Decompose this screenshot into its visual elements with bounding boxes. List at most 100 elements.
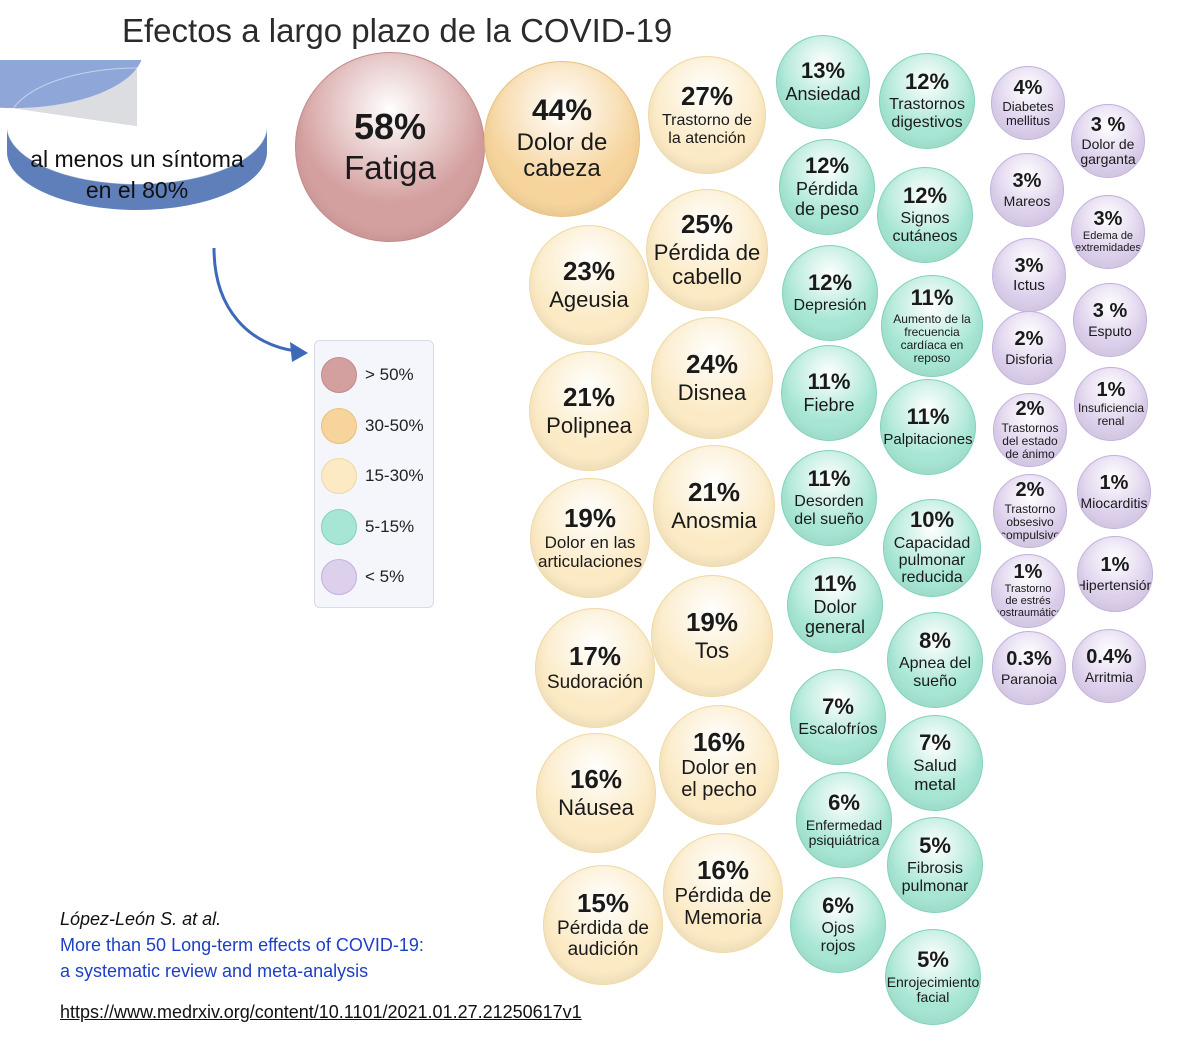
- bubble-percent: 58%: [353, 105, 427, 147]
- bubble-percent: 8%: [919, 628, 951, 654]
- bubble-percent: 5%: [919, 833, 951, 859]
- bubble: 0.3% Paranoia: [992, 631, 1066, 705]
- bubble-percent: 25%: [680, 209, 734, 240]
- bubble-label: Dolor general: [804, 597, 866, 637]
- bubble-percent: 12%: [807, 269, 853, 295]
- bubble: 2% Trastorno obsesivo compulsivo: [993, 474, 1067, 548]
- bubble-percent: 7%: [822, 693, 854, 719]
- bubble-percent: 44%: [531, 93, 593, 127]
- bubble-percent: 13%: [800, 57, 846, 83]
- bubble: 5% Fibrosis pulmonar: [887, 817, 983, 913]
- bubble-label: Disnea: [677, 379, 747, 405]
- summary-label-line1: al menos un síntoma: [30, 146, 244, 172]
- bubble: 11% Fiebre: [781, 345, 877, 441]
- bubble-label: Apnea del sueño: [898, 655, 972, 690]
- legend-swatch: [321, 559, 357, 595]
- bubble: 58% Fatiga: [295, 52, 485, 242]
- bubble-label: Sudoración: [546, 671, 644, 693]
- bubble: 23% Ageusia: [529, 225, 649, 345]
- bubble: 21% Polipnea: [529, 351, 649, 471]
- bubble-label: Diabetes mellitus: [1002, 99, 1054, 129]
- bubble: 3 % Dolor de garganta: [1071, 104, 1145, 178]
- bubble-label: Pérdida de Memoria: [674, 885, 772, 929]
- bubble: 2% Disforia: [992, 311, 1066, 385]
- bubble: 11% Dolor general: [787, 557, 883, 653]
- bubble-label: Ictus: [1013, 277, 1045, 295]
- bubble: 17% Sudoración: [535, 608, 655, 728]
- bubble-percent: 12%: [904, 69, 950, 95]
- bubble-label: Trastorno de la atención: [661, 112, 753, 147]
- bubble-percent: 2%: [1015, 479, 1045, 502]
- bubble-label: Ageusia: [549, 286, 629, 312]
- bubble: 2% Trastornos del estado de ánimo: [993, 393, 1067, 467]
- bubble: 11% Aumento de la frecuencia cardíaca en …: [881, 275, 983, 377]
- bubble: 12% Trastornos digestivos: [879, 53, 975, 149]
- bubble-label: Anosmia: [671, 507, 757, 533]
- bubble-percent: 7%: [919, 729, 951, 755]
- bubble-label: Depresión: [793, 297, 867, 315]
- bubble-percent: 3 %: [1090, 113, 1126, 136]
- bubble-label: Fiebre: [803, 395, 855, 415]
- bubble-percent: 5%: [917, 947, 949, 973]
- bubble-label: Pérdida de cabello: [653, 240, 761, 289]
- legend-item: 5-15%: [321, 507, 414, 547]
- bubble: 13% Ansiedad: [776, 35, 870, 129]
- summary-pie-chart: [0, 60, 268, 210]
- bubble: 15% Pérdida de audición: [543, 865, 663, 985]
- bubble-label: Edema de extremidades: [1074, 230, 1142, 255]
- bubble-percent: 17%: [568, 640, 622, 671]
- bubble: 3% Mareos: [990, 153, 1064, 227]
- bubble: 16% Dolor en el pecho: [659, 705, 779, 825]
- bubble: 12% Depresión: [782, 245, 878, 341]
- bubble-label: Tos: [694, 637, 730, 663]
- bubble-percent: 11%: [813, 570, 857, 596]
- bubble-label: Desorden del sueño: [794, 493, 864, 528]
- legend-swatch: [321, 357, 357, 393]
- bubble-label: Pérdida de audición: [557, 918, 649, 960]
- bubble-percent: 27%: [680, 80, 734, 111]
- legend-swatch: [321, 508, 357, 545]
- bubble-percent: 24%: [685, 349, 739, 380]
- bubble-label: Paranoia: [1000, 670, 1058, 687]
- citation-url[interactable]: https://www.medrxiv.org/content/10.1101/…: [60, 1002, 582, 1022]
- legend: > 50% 30-50% 15-30% 5-15% < 5%: [314, 340, 434, 608]
- bubble: 3 % Esputo: [1073, 283, 1147, 357]
- bubble-label: Polipnea: [546, 412, 632, 438]
- bubble: 24% Disnea: [651, 317, 773, 439]
- citation: López-León S. at al. More than 50 Long-t…: [60, 906, 424, 984]
- legend-item: > 50%: [321, 355, 414, 395]
- arrow-icon: [212, 247, 308, 362]
- bubble-label: Trastorno de estrés postraumático: [993, 583, 1063, 620]
- bubble: 12% Pérdida de peso: [779, 139, 875, 235]
- bubble: 25% Pérdida de cabello: [646, 189, 768, 311]
- bubble-percent: 3%: [1014, 254, 1044, 277]
- bubble-percent: 11%: [910, 285, 954, 311]
- bubble-percent: 10%: [909, 507, 955, 533]
- bubble-percent: 16%: [696, 854, 750, 885]
- bubble-label: Trastorno obsesivo compulsivo: [999, 501, 1061, 542]
- bubble-label: Dolor en las articulaciones: [538, 533, 642, 571]
- bubble-percent: 23%: [562, 256, 616, 287]
- bubble-label: Ojos rojos: [820, 920, 856, 955]
- bubble-percent: 1%: [1100, 554, 1130, 577]
- legend-label: 15-30%: [365, 466, 424, 485]
- bubble-percent: 15%: [576, 887, 630, 918]
- bubble-label: Arritmia: [1084, 668, 1134, 685]
- bubble: 21% Anosmia: [653, 445, 775, 567]
- bubble: 3% Ictus: [992, 238, 1066, 312]
- bubble-percent: 0.3%: [1006, 648, 1052, 671]
- bubble: 1% Insuficiencia renal: [1074, 367, 1148, 441]
- bubble-label: Dolor de garganta: [1080, 136, 1136, 168]
- bubble-percent: 21%: [562, 382, 616, 413]
- bubble: 5% Enrojecimiento facial: [885, 929, 981, 1025]
- legend-item: 15-30%: [321, 456, 424, 496]
- bubble: 3% Edema de extremidades: [1071, 195, 1145, 269]
- citation-author: López-León S. at al.: [60, 909, 222, 929]
- bubble-label: Náusea: [558, 794, 634, 820]
- legend-label: < 5%: [365, 567, 405, 586]
- bubble-percent: 11%: [807, 368, 851, 394]
- bubble-label: Trastornos digestivos: [889, 96, 965, 131]
- summary-label-line2: en el 80%: [85, 177, 189, 203]
- bubble-label: Fatiga: [344, 148, 436, 186]
- bubble-percent: 0.4%: [1086, 646, 1132, 669]
